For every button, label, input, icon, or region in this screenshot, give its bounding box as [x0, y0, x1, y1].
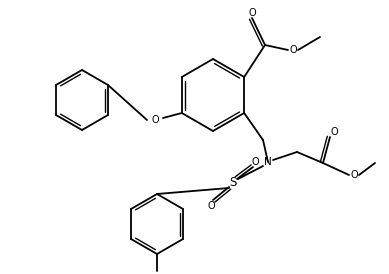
Text: O: O — [151, 115, 159, 125]
Text: O: O — [248, 8, 256, 18]
Text: O: O — [251, 157, 259, 167]
Text: O: O — [207, 201, 215, 211]
Text: N: N — [264, 157, 272, 167]
Text: O: O — [330, 127, 338, 137]
Text: S: S — [229, 176, 237, 190]
Text: O: O — [289, 45, 297, 55]
Text: O: O — [350, 170, 358, 180]
